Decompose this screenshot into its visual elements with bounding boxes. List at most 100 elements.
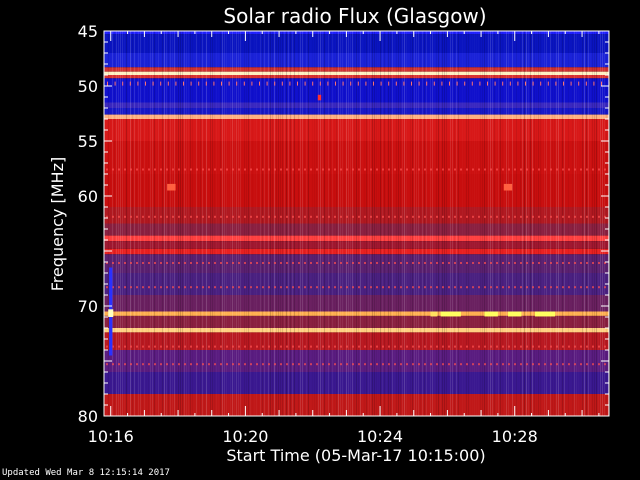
texture-dot	[268, 168, 270, 171]
texture-dot	[106, 345, 108, 348]
texture-dot	[550, 363, 552, 366]
texture-dot	[484, 345, 486, 348]
texture-dot	[478, 345, 480, 348]
texture-dot	[310, 286, 312, 289]
texture-dot	[316, 215, 318, 218]
texture-dot	[502, 363, 504, 366]
texture-dot	[550, 215, 552, 218]
texture-dot	[124, 286, 126, 289]
texture-dot	[352, 345, 354, 348]
texture-dot	[442, 363, 444, 366]
texture-dot	[316, 345, 318, 348]
texture-streak	[128, 31, 129, 416]
texture-dot	[346, 286, 348, 289]
texture-streak	[514, 31, 515, 416]
texture-dot	[136, 215, 138, 218]
texture-streak	[280, 31, 281, 416]
texture-dot	[154, 262, 156, 264]
texture-streak	[502, 31, 503, 416]
texture-dot	[106, 168, 108, 171]
band-11	[104, 141, 609, 174]
texture-streak	[444, 31, 445, 416]
texture-streak	[396, 31, 397, 416]
texture-dot	[148, 286, 150, 289]
band-9	[104, 114, 609, 119]
texture-dot	[316, 262, 318, 264]
texture-streak	[490, 31, 491, 416]
texture-dot	[322, 363, 324, 366]
texture-tick	[327, 81, 329, 86]
texture-dot	[280, 262, 282, 264]
texture-dot	[172, 262, 174, 264]
texture-dot	[454, 215, 456, 218]
band-6	[104, 78, 609, 103]
texture-dot	[352, 215, 354, 218]
texture-dot	[412, 262, 414, 264]
texture-streak	[216, 31, 217, 416]
texture-dot	[496, 215, 498, 218]
texture-dot	[250, 345, 252, 348]
texture-dot	[310, 363, 312, 366]
texture-dot	[430, 262, 432, 264]
texture-dot	[466, 286, 468, 289]
texture-dot	[418, 363, 420, 366]
texture-streak	[272, 31, 273, 416]
texture-dot	[346, 345, 348, 348]
texture-streak	[518, 31, 519, 416]
texture-dot	[586, 215, 588, 218]
texture-dot	[562, 262, 564, 264]
texture-streak	[604, 31, 605, 416]
texture-streak	[260, 31, 261, 416]
texture-dot	[274, 345, 276, 348]
chart-title: Solar radio Flux (Glasgow)	[223, 4, 486, 28]
burst-9	[430, 311, 438, 317]
texture-dot	[520, 286, 522, 289]
x-tick-label: 10:24	[357, 427, 403, 446]
texture-dot	[328, 363, 330, 366]
texture-dot	[412, 215, 414, 218]
texture-dot	[508, 215, 510, 218]
texture-streak	[342, 31, 343, 416]
texture-dot	[598, 215, 600, 218]
texture-tick	[175, 81, 177, 86]
texture-dot	[328, 345, 330, 348]
texture-dot	[316, 286, 318, 289]
texture-dot	[430, 363, 432, 366]
texture-tick	[190, 81, 192, 86]
texture-dot	[436, 262, 438, 264]
texture-streak	[160, 31, 161, 416]
texture-dot	[226, 345, 228, 348]
texture-dot	[346, 215, 348, 218]
texture-dot	[514, 215, 516, 218]
texture-dot	[508, 345, 510, 348]
texture-dot	[496, 286, 498, 289]
y-tick-label: 60	[78, 187, 98, 206]
texture-dot	[292, 363, 294, 366]
texture-dot	[550, 168, 552, 171]
texture-streak	[118, 31, 119, 416]
texture-streak	[326, 31, 327, 416]
texture-streak	[402, 31, 403, 416]
texture-dot	[580, 215, 582, 218]
texture-dot	[220, 345, 222, 348]
band-14	[104, 223, 609, 236]
texture-streak	[198, 31, 199, 416]
texture-streak	[448, 31, 449, 416]
texture-tick	[221, 81, 222, 86]
texture-dot	[580, 262, 582, 264]
texture-dot	[328, 215, 330, 218]
texture-dot	[496, 168, 498, 171]
texture-tick	[426, 81, 428, 86]
texture-tick	[471, 81, 473, 86]
texture-streak	[290, 31, 291, 416]
texture-streak	[140, 31, 141, 416]
texture-dot	[274, 286, 276, 289]
texture-streak	[564, 31, 565, 416]
texture-streak	[434, 31, 435, 416]
texture-streak	[202, 31, 203, 416]
texture-streak	[168, 31, 169, 416]
texture-dot	[382, 286, 384, 289]
texture-dot	[268, 215, 270, 218]
texture-streak	[392, 31, 393, 416]
